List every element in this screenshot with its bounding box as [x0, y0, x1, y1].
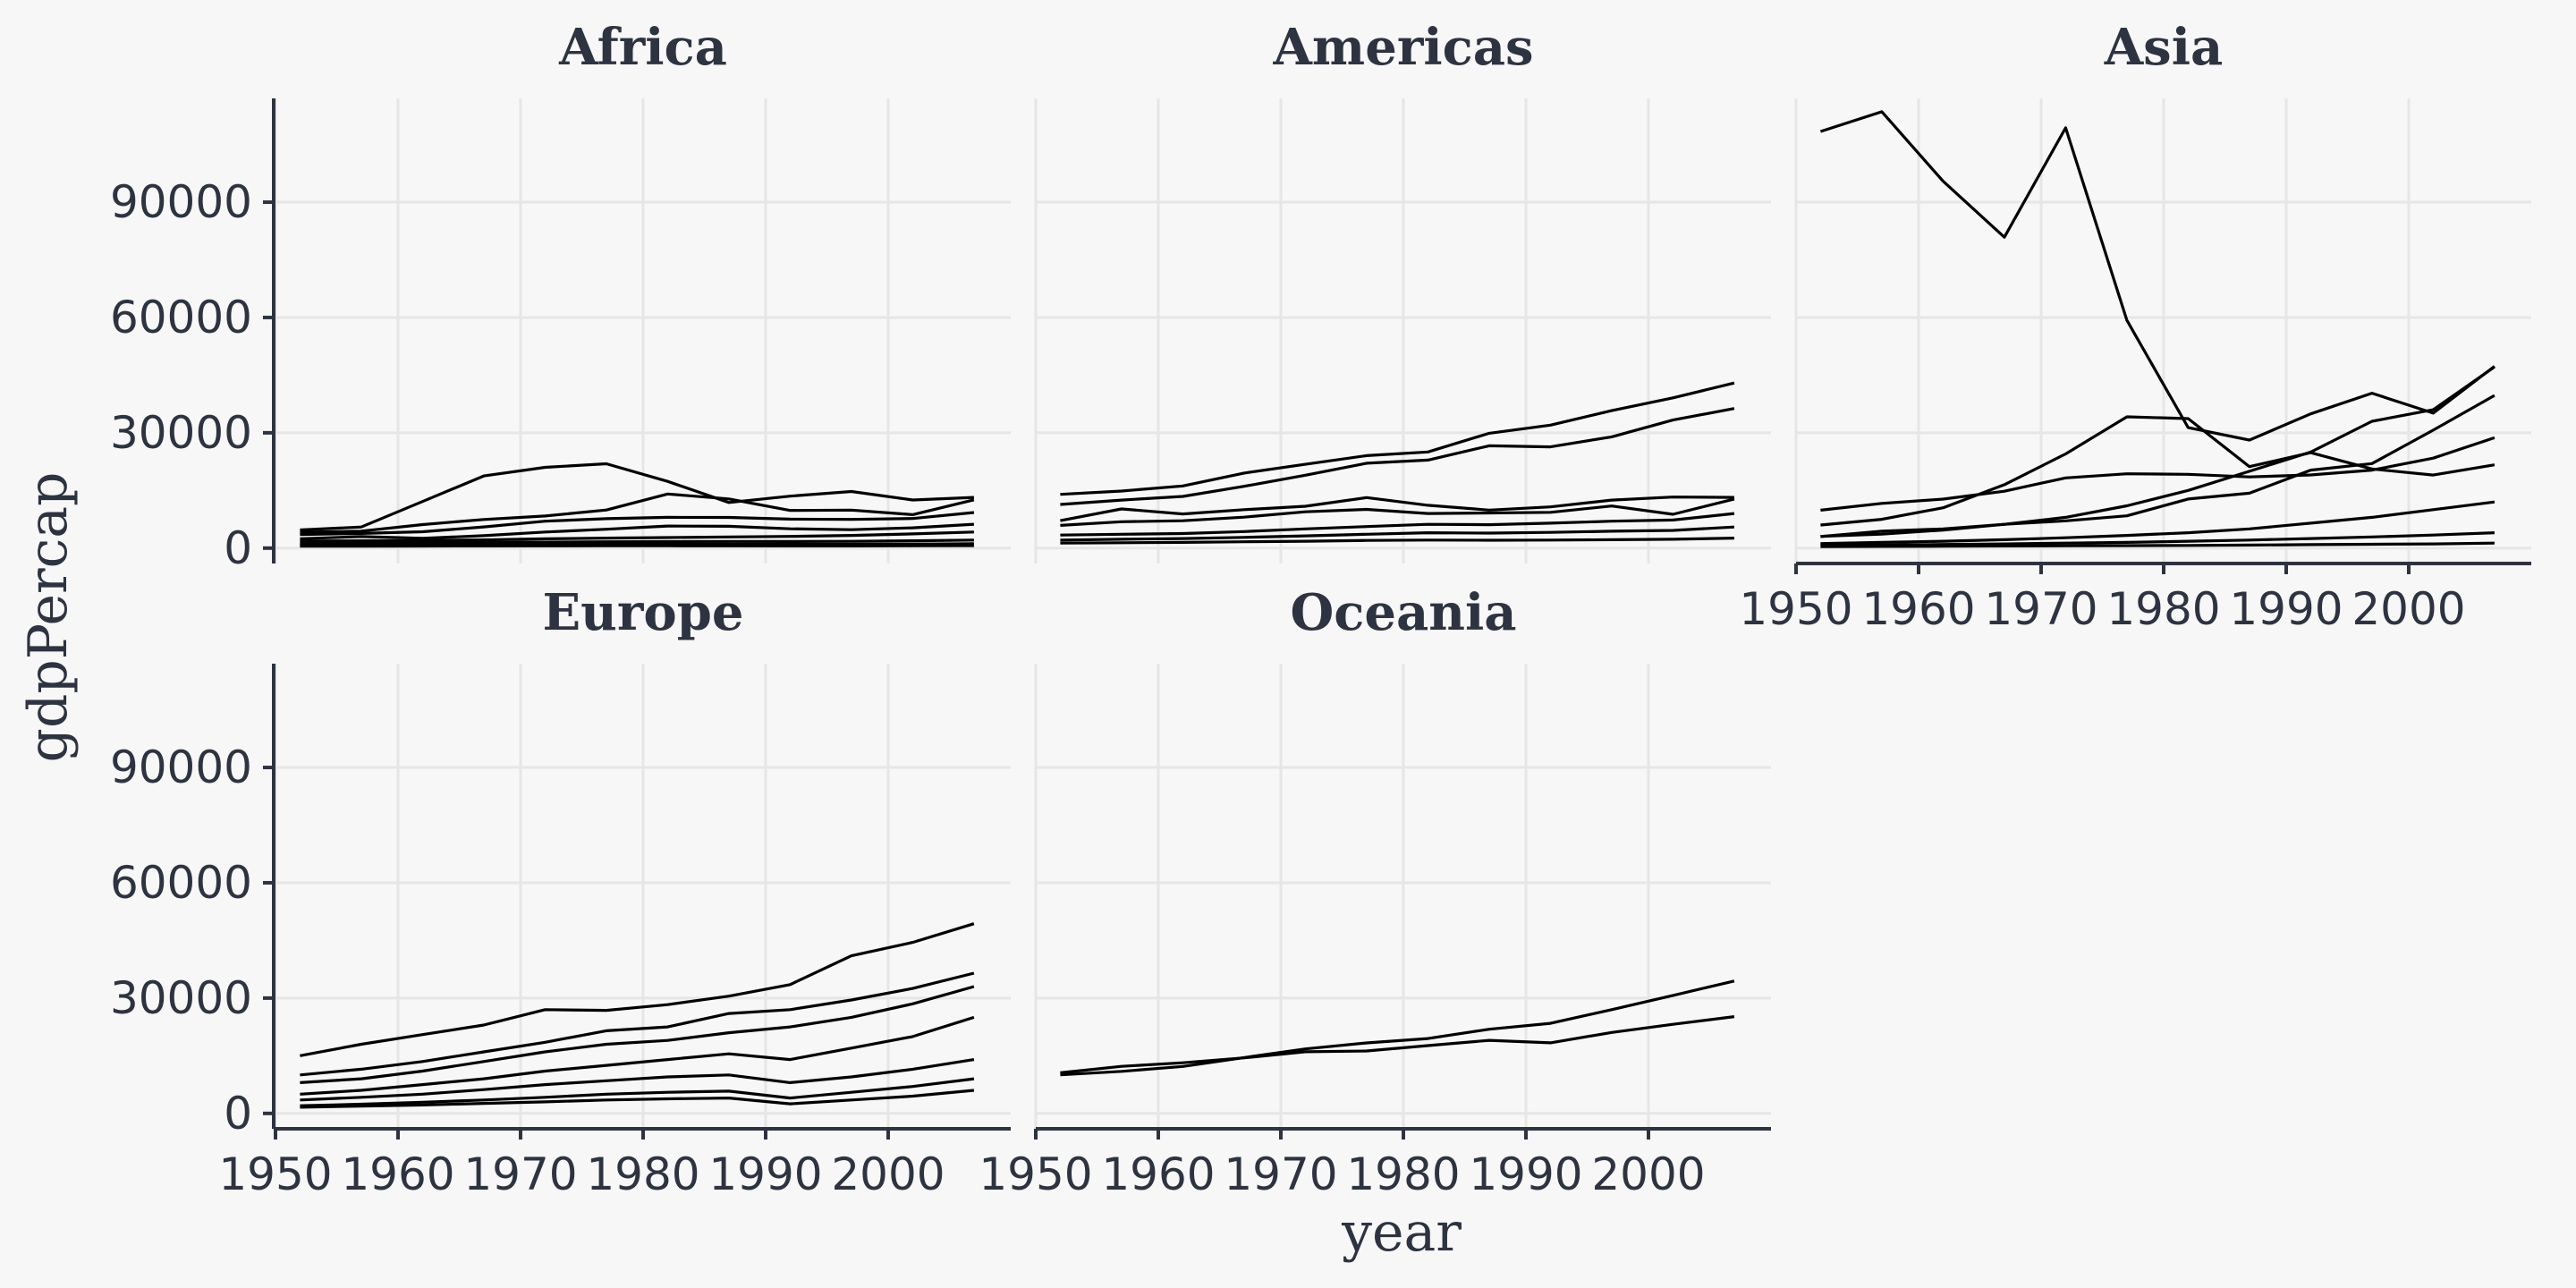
x-tick-label: 1950: [1739, 583, 1852, 635]
facet-panel-africa: Africa 0 30000 60000 90000: [110, 18, 1011, 574]
x-tick-label: 1990: [2229, 583, 2343, 635]
series-line: [300, 511, 975, 537]
x-tick-label: 2000: [1591, 1148, 1705, 1200]
facet-panel-americas: Americas: [1034, 18, 1771, 564]
x-tick-label: 1970: [463, 1148, 577, 1200]
y-tick-label: 0: [224, 1088, 252, 1140]
series-line: [300, 1015, 975, 1096]
series-line: [300, 530, 974, 543]
series-line: [1060, 537, 1734, 545]
facet-title: Oceania: [1290, 583, 1516, 642]
x-tick-label: 1970: [1224, 1148, 1337, 1200]
series-line: [1060, 497, 1735, 527]
facet-title: Americas: [1272, 18, 1533, 77]
facet-title: Africa: [558, 18, 727, 77]
x-tick-label: 1980: [1346, 1148, 1460, 1200]
series-line: [300, 922, 975, 1057]
x-tick-label: 2000: [831, 1148, 945, 1200]
x-tick-label: 1990: [1469, 1148, 1582, 1200]
series-line: [300, 1077, 975, 1107]
y-tick-label: 0: [224, 522, 252, 574]
facet-panel-europe: Europe 0 30000 60000 90000 1950 1960 1970 1980 19…: [110, 583, 1011, 1200]
series-line: [300, 462, 974, 532]
x-tick-label: 1960: [1861, 583, 1975, 635]
x-tick-label: 1980: [2106, 583, 2220, 635]
y-tick-label: 60000: [110, 292, 252, 343]
series-line: [1060, 525, 1734, 542]
x-tick-label: 1970: [1984, 583, 2097, 635]
facet-title: Asia: [2104, 18, 2224, 77]
series-line: [1820, 541, 2495, 548]
x-tick-label: 1960: [341, 1148, 454, 1200]
series-line: [1060, 512, 1735, 537]
series-line: [1060, 407, 1735, 506]
facet-title: Europe: [542, 583, 743, 642]
facet-panel-asia: Asia 1950 1960 1970 1980 1990 2000: [1739, 18, 2531, 635]
series-line: [300, 1089, 975, 1109]
facet-panel-oceania: Oceania 1950 1960 1970 1980 1990 2000: [979, 583, 1771, 1200]
series-line: [300, 538, 974, 546]
x-tick-label: 2000: [2351, 583, 2465, 635]
y-tick-label: 60000: [110, 857, 252, 909]
series-line: [1819, 110, 2496, 442]
y-tick-label: 30000: [110, 407, 252, 459]
x-tick-label: 1950: [218, 1148, 332, 1200]
series-line: [1820, 394, 2496, 538]
series-line: [300, 985, 975, 1084]
series-line: [1820, 436, 2496, 512]
series-line: [300, 544, 974, 548]
series-line: [300, 971, 975, 1077]
series-line: [300, 492, 975, 534]
series-line: [1060, 496, 1734, 522]
series-line: [1820, 500, 2496, 546]
x-tick-label: 1960: [1101, 1148, 1215, 1200]
y-tick-label: 90000: [110, 176, 252, 228]
x-tick-label: 1950: [979, 1148, 1092, 1200]
x-tick-label: 1980: [586, 1148, 699, 1200]
series-line: [1060, 1015, 1735, 1074]
x-axis-title: year: [1341, 1201, 1462, 1264]
y-tick-label: 90000: [110, 741, 252, 793]
y-axis-title: gdpPercap: [17, 472, 80, 763]
series-line: [1060, 979, 1735, 1077]
series-line: [1820, 365, 2496, 538]
series-line: [300, 522, 974, 540]
series-line: [300, 1058, 975, 1102]
y-tick-label: 30000: [110, 972, 252, 1024]
series-line: [1820, 415, 2496, 527]
x-tick-label: 1990: [708, 1148, 822, 1200]
series-line: [1820, 531, 2495, 547]
series-line: [1060, 381, 1735, 496]
